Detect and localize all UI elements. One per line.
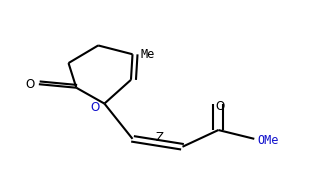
Text: O: O [91,101,100,114]
Text: Z: Z [155,131,163,144]
Text: O: O [215,100,225,113]
Text: Me: Me [140,48,155,61]
Text: O: O [25,78,34,91]
Text: OMe: OMe [257,134,279,147]
